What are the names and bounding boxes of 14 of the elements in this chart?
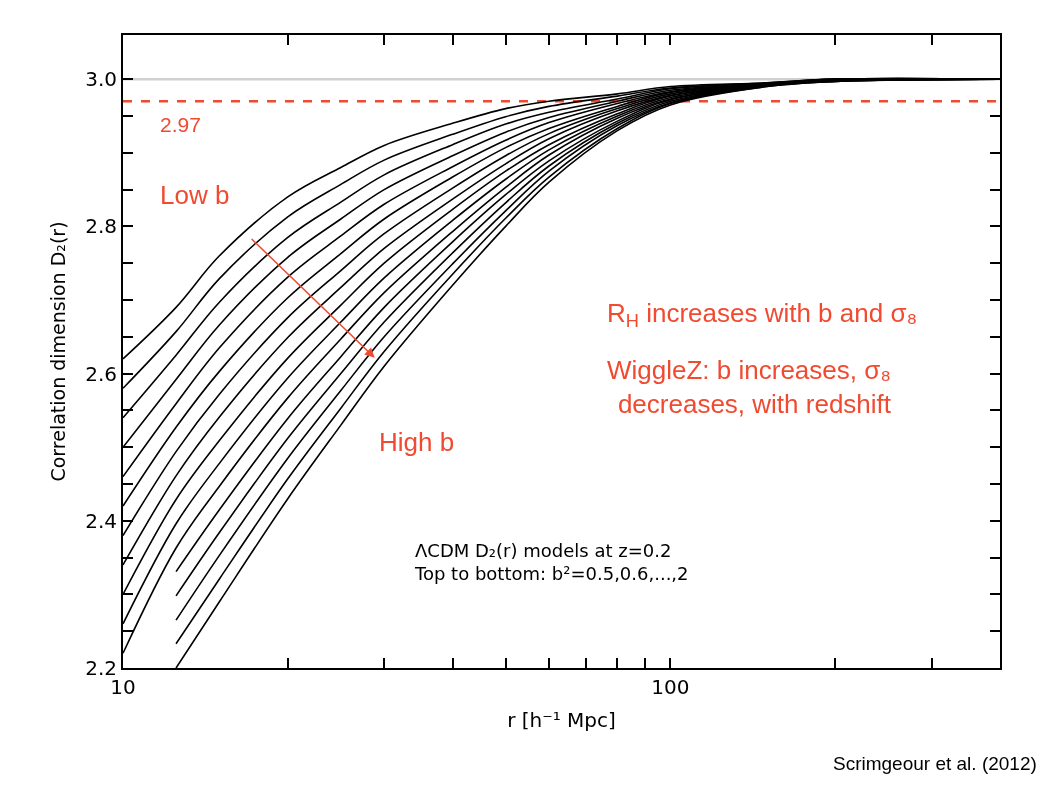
y-tick-label: 2.4	[85, 508, 117, 533]
x-axis-title: r [h⁻¹ Mpc]	[507, 708, 616, 732]
y-tick-label: 3.0	[85, 67, 117, 92]
y-axis-title: Correlation dimension D₂(r)	[46, 221, 69, 482]
text: Scrimgeour et al. (2012)	[833, 753, 1037, 774]
y-tick-label: 2.6	[85, 361, 117, 386]
annotation: High b	[379, 427, 455, 457]
annotation: R$_{H}$ increases with b and σ₈	[607, 298, 918, 332]
annotation: Low b	[160, 180, 230, 210]
annotation: ΛCDM D₂(r) models at z=0.2 Top to bottom: b²=0.5,0.6,...,2	[414, 540, 689, 585]
y-tick-label: 2.8	[85, 214, 117, 239]
ref-line-label: 2.97	[160, 113, 201, 136]
x-tick-label: 100	[651, 675, 690, 699]
annotation: WiggleZ: b increases, σ₈ decreases, with redshift	[607, 355, 892, 419]
